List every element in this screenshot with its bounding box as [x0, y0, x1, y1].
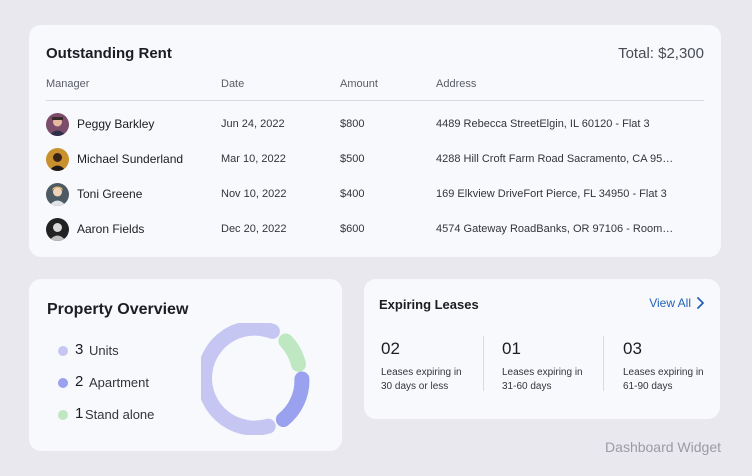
lease-count: 01 [502, 339, 521, 358]
lease-divider [603, 336, 604, 391]
lease-description-line: 30 days or less [381, 381, 449, 392]
rent-address: 4574 Gateway RoadBanks, OR 97106 - Room … [436, 223, 676, 235]
lease-description: Leases expiring in 30 days or less [381, 366, 486, 394]
donut-segment-stand-alone [278, 333, 306, 372]
view-all-label: View All [649, 296, 691, 310]
lease-description-line: Leases expiring in [502, 367, 583, 378]
legend-count: 3 [75, 341, 84, 358]
dashboard-widget-label: Dashboard Widget [605, 439, 721, 455]
legend-count: 2 [75, 373, 84, 390]
manager-name: Michael Sunderland [77, 152, 184, 166]
lease-description-line: Leases expiring in [623, 367, 704, 378]
avatar [46, 183, 69, 206]
rent-date: Jun 24, 2022 [221, 118, 285, 130]
rent-address: 4288 Hill Croft Farm Road Sacramento, CA… [436, 153, 676, 165]
column-header-amount[interactable]: Amount [340, 78, 378, 90]
lease-divider [483, 336, 484, 391]
lease-period-60: 01 Leases expiring in 31-60 days [502, 336, 612, 396]
view-all-link[interactable]: View All [649, 296, 704, 310]
property-overview-title: Property Overview [47, 301, 189, 318]
property-overview-card: Property Overview 3 Units 2 Apartment 1 … [29, 279, 342, 451]
column-header-manager[interactable]: Manager [46, 78, 90, 90]
avatar [46, 148, 69, 171]
rent-address: 4489 Rebecca StreetElgin, IL 60120 - Fla… [436, 118, 650, 130]
rent-date: Nov 10, 2022 [221, 188, 287, 200]
table-row[interactable]: Aaron Fields Dec 20, 2022 $600 4574 Gate… [29, 217, 721, 243]
lease-count: 03 [623, 339, 642, 358]
chevron-right-icon [697, 297, 704, 309]
rent-amount: $400 [340, 188, 365, 200]
legend-dot [58, 346, 68, 356]
outstanding-rent-title: Outstanding Rent [46, 45, 172, 62]
lease-description-line: 31-60 days [502, 381, 552, 392]
table-row[interactable]: Michael Sunderland Mar 10, 2022 $500 428… [29, 147, 721, 173]
manager-name: Aaron Fields [77, 222, 145, 236]
donut-segment-apartment [275, 371, 310, 427]
manager-name: Peggy Barkley [77, 117, 155, 131]
expiring-leases-title: Expiring Leases [379, 297, 479, 312]
lease-count: 02 [381, 339, 400, 358]
column-header-date[interactable]: Date [221, 78, 245, 90]
manager-name: Toni Greene [77, 187, 143, 201]
table-row[interactable]: Peggy Barkley Jun 24, 2022 $800 4489 Reb… [29, 112, 721, 138]
property-donut-chart [201, 323, 310, 435]
avatar [46, 113, 69, 136]
table-divider [46, 100, 704, 101]
lease-description-line: 61-90 days [623, 381, 673, 392]
legend-dot [58, 378, 68, 388]
donut-segment-units [201, 323, 280, 435]
legend-label: Apartment [89, 375, 149, 390]
outstanding-rent-card: Outstanding Rent Total: $2,300 Manager D… [29, 25, 721, 257]
lease-description-line: Leases expiring in [381, 367, 462, 378]
rent-amount: $600 [340, 223, 365, 235]
rent-amount: $500 [340, 153, 365, 165]
legend-count: 1 [75, 405, 84, 422]
table-row[interactable]: Toni Greene Nov 10, 2022 $400 169 Elkvie… [29, 182, 721, 208]
avatar [46, 218, 69, 241]
lease-description: Leases expiring in 61-90 days [623, 366, 728, 394]
column-header-address[interactable]: Address [436, 78, 477, 90]
rent-date: Dec 20, 2022 [221, 223, 287, 235]
legend-label: Stand alone [85, 407, 155, 422]
legend-dot [58, 410, 68, 420]
expiring-leases-card: Expiring Leases View All 02 Leases expir… [364, 279, 720, 419]
lease-period-30: 02 Leases expiring in 30 days or less [381, 336, 491, 396]
rent-date: Mar 10, 2022 [221, 153, 286, 165]
lease-description: Leases expiring in 31-60 days [502, 366, 607, 394]
outstanding-rent-total: Total: $2,300 [618, 45, 704, 62]
rent-amount: $800 [340, 118, 365, 130]
rent-address: 169 Elkview DriveFort Pierce, FL 34950 -… [436, 188, 667, 200]
lease-period-90: 03 Leases expiring in 61-90 days [623, 336, 733, 396]
legend-label: Units [89, 343, 119, 358]
